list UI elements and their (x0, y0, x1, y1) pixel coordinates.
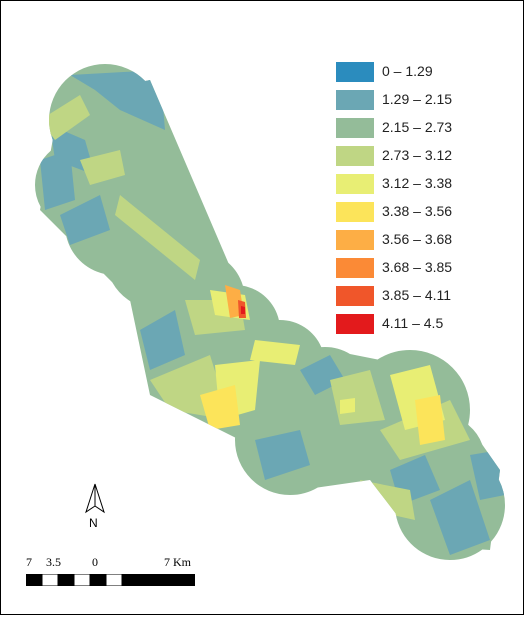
legend-swatch (336, 230, 374, 250)
scale-bar-labels: 7 3.5 0 7 Km (0, 555, 300, 571)
legend-label: 0 – 1.29 (382, 63, 433, 79)
raster-patch-lowclass (70, 70, 165, 130)
legend-label: 3.12 – 3.38 (382, 175, 453, 191)
raster-patch-lowclass (140, 310, 185, 370)
raster-patch-highclass (415, 395, 445, 445)
legend-swatch (336, 90, 374, 110)
raster-patch-midclass (80, 150, 125, 185)
raster-patch-highclass (200, 385, 240, 430)
scale-bar (26, 574, 195, 586)
legend-swatch (336, 202, 374, 222)
raster-patch-lowclass (40, 150, 75, 210)
legend-label: 3.38 – 3.56 (382, 203, 453, 219)
scale-segment (73, 574, 91, 586)
raster-patch-lowclass (255, 430, 310, 480)
raster-patch-lowclass (60, 195, 110, 245)
raster-patch-hotspot (241, 306, 245, 314)
legend-label: 3.85 – 4.11 (382, 287, 452, 303)
raster-patch-midclass (115, 195, 200, 280)
legend-label: 1.29 – 2.15 (382, 91, 453, 107)
legend-swatch (336, 146, 374, 166)
scale-segment (122, 574, 195, 586)
legend-label: 3.56 – 3.68 (382, 231, 453, 247)
north-arrow-icon (85, 483, 105, 514)
scale-segment (105, 574, 123, 586)
scale-tick-label: 7 (26, 555, 32, 569)
legend-swatch (336, 286, 374, 306)
north-label: N (89, 516, 98, 530)
scale-segment (58, 574, 74, 586)
scale-segment (26, 574, 42, 586)
raster-patch-highclass (340, 398, 355, 414)
legend-swatch (336, 258, 374, 278)
legend-swatch (336, 174, 374, 194)
legend-swatch (336, 118, 374, 138)
raster-patch-lowclass (430, 480, 490, 555)
legend-label: 3.68 – 3.85 (382, 259, 453, 275)
raster-patch-highclass (250, 340, 300, 365)
scale-tick-label: 0 (92, 555, 98, 569)
legend-label: 2.15 – 2.73 (382, 119, 453, 135)
legend-label: 2.73 – 3.12 (382, 147, 453, 163)
raster-patch-midclass (40, 95, 90, 140)
scale-tick-label: 3.5 (46, 555, 61, 569)
legend-swatch (336, 314, 374, 334)
legend-label: 4.11 – 4.5 (382, 315, 444, 331)
legend-swatch (336, 62, 374, 82)
scale-tick-label: 7 Km (164, 555, 191, 569)
scale-segment (41, 574, 59, 586)
scale-segment (90, 574, 106, 586)
